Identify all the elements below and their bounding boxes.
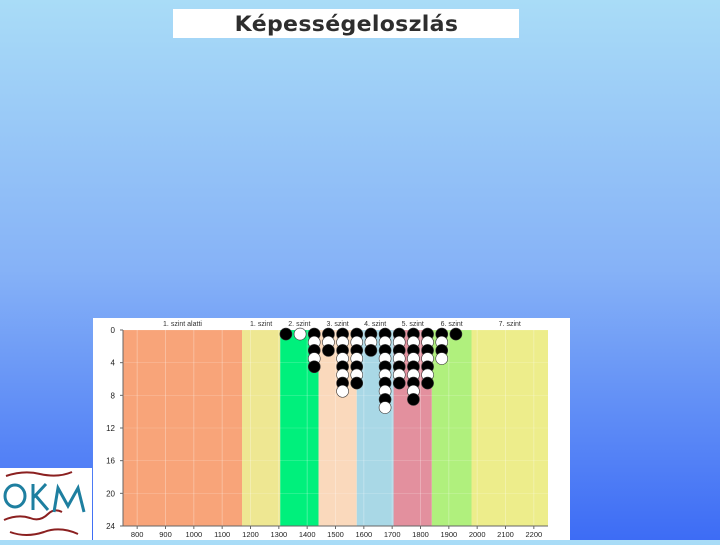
y-tick-label: 0 [111,326,116,335]
page-title: Képességeloszlás [234,11,458,36]
y-tick-label: 16 [106,457,115,466]
logo-letter-m [52,483,86,513]
level-band-label: 5. szint [402,321,424,328]
x-tick-label: 1200 [242,530,259,539]
logo-letter-k [31,482,50,511]
x-tick-label: 1500 [327,530,344,539]
level-band-4 [318,330,357,526]
level-band-label: 2. szint [288,321,310,328]
y-tick-label: 20 [106,489,115,498]
level-band-label: 1. szint alatti [163,321,202,328]
student-point [336,384,349,398]
student-point [293,327,307,341]
x-tick-label: 1300 [270,530,287,539]
x-tick-label: 1800 [412,530,429,539]
y-tick-label: 8 [111,391,116,400]
student-point [449,327,463,341]
x-tick-label: 1100 [214,530,230,539]
ability-distribution-chart: 1. szint alatti 1. szint 2. szint 3. szint 4… [106,321,548,539]
x-tick-label: 1000 [185,530,202,539]
chart-panel: 1. szint alatti 1. szint 2. szint 3. szint 4… [93,318,570,540]
x-tick-label: 800 [131,530,144,539]
student-point [350,376,364,390]
x-tick-label: 1600 [355,530,372,539]
y-tick-label: 24 [106,522,115,531]
x-tick-label: 900 [159,530,172,539]
x-tick-label: 2100 [497,530,514,539]
x-tick-label: 1400 [299,530,316,539]
student-point [279,327,293,341]
title-banner: Képességeloszlás [173,9,519,38]
level-band-label: 3. szint [327,321,349,328]
student-point [392,376,406,390]
logo-swirl-bottom [9,528,79,536]
level-band-label: 7. szint [499,321,521,328]
logo-swirl-top [5,471,73,477]
okm-logo-icon [3,471,86,536]
level-band-1 [123,330,242,526]
level-band-8 [471,330,548,526]
student-point [364,344,378,357]
student-point [435,352,449,365]
okm-logo [0,468,92,540]
student-point [322,344,335,357]
level-band-label: 6. szint [441,321,463,328]
x-tick-label: 2000 [469,530,486,539]
y-tick-label: 4 [111,359,116,368]
student-point [421,376,434,390]
logo-letter-o [3,483,27,509]
x-tick-label: 1700 [384,530,401,539]
x-tick-label: 1900 [440,530,457,539]
level-band-2 [242,330,281,526]
y-tick-label: 12 [106,424,115,433]
level-band-label: 1. szint [250,321,272,328]
level-band-label: 4. szint [364,321,386,328]
x-tick-label: 2200 [525,530,542,539]
student-point [407,393,420,406]
student-point [378,401,392,414]
student-point [307,360,321,374]
